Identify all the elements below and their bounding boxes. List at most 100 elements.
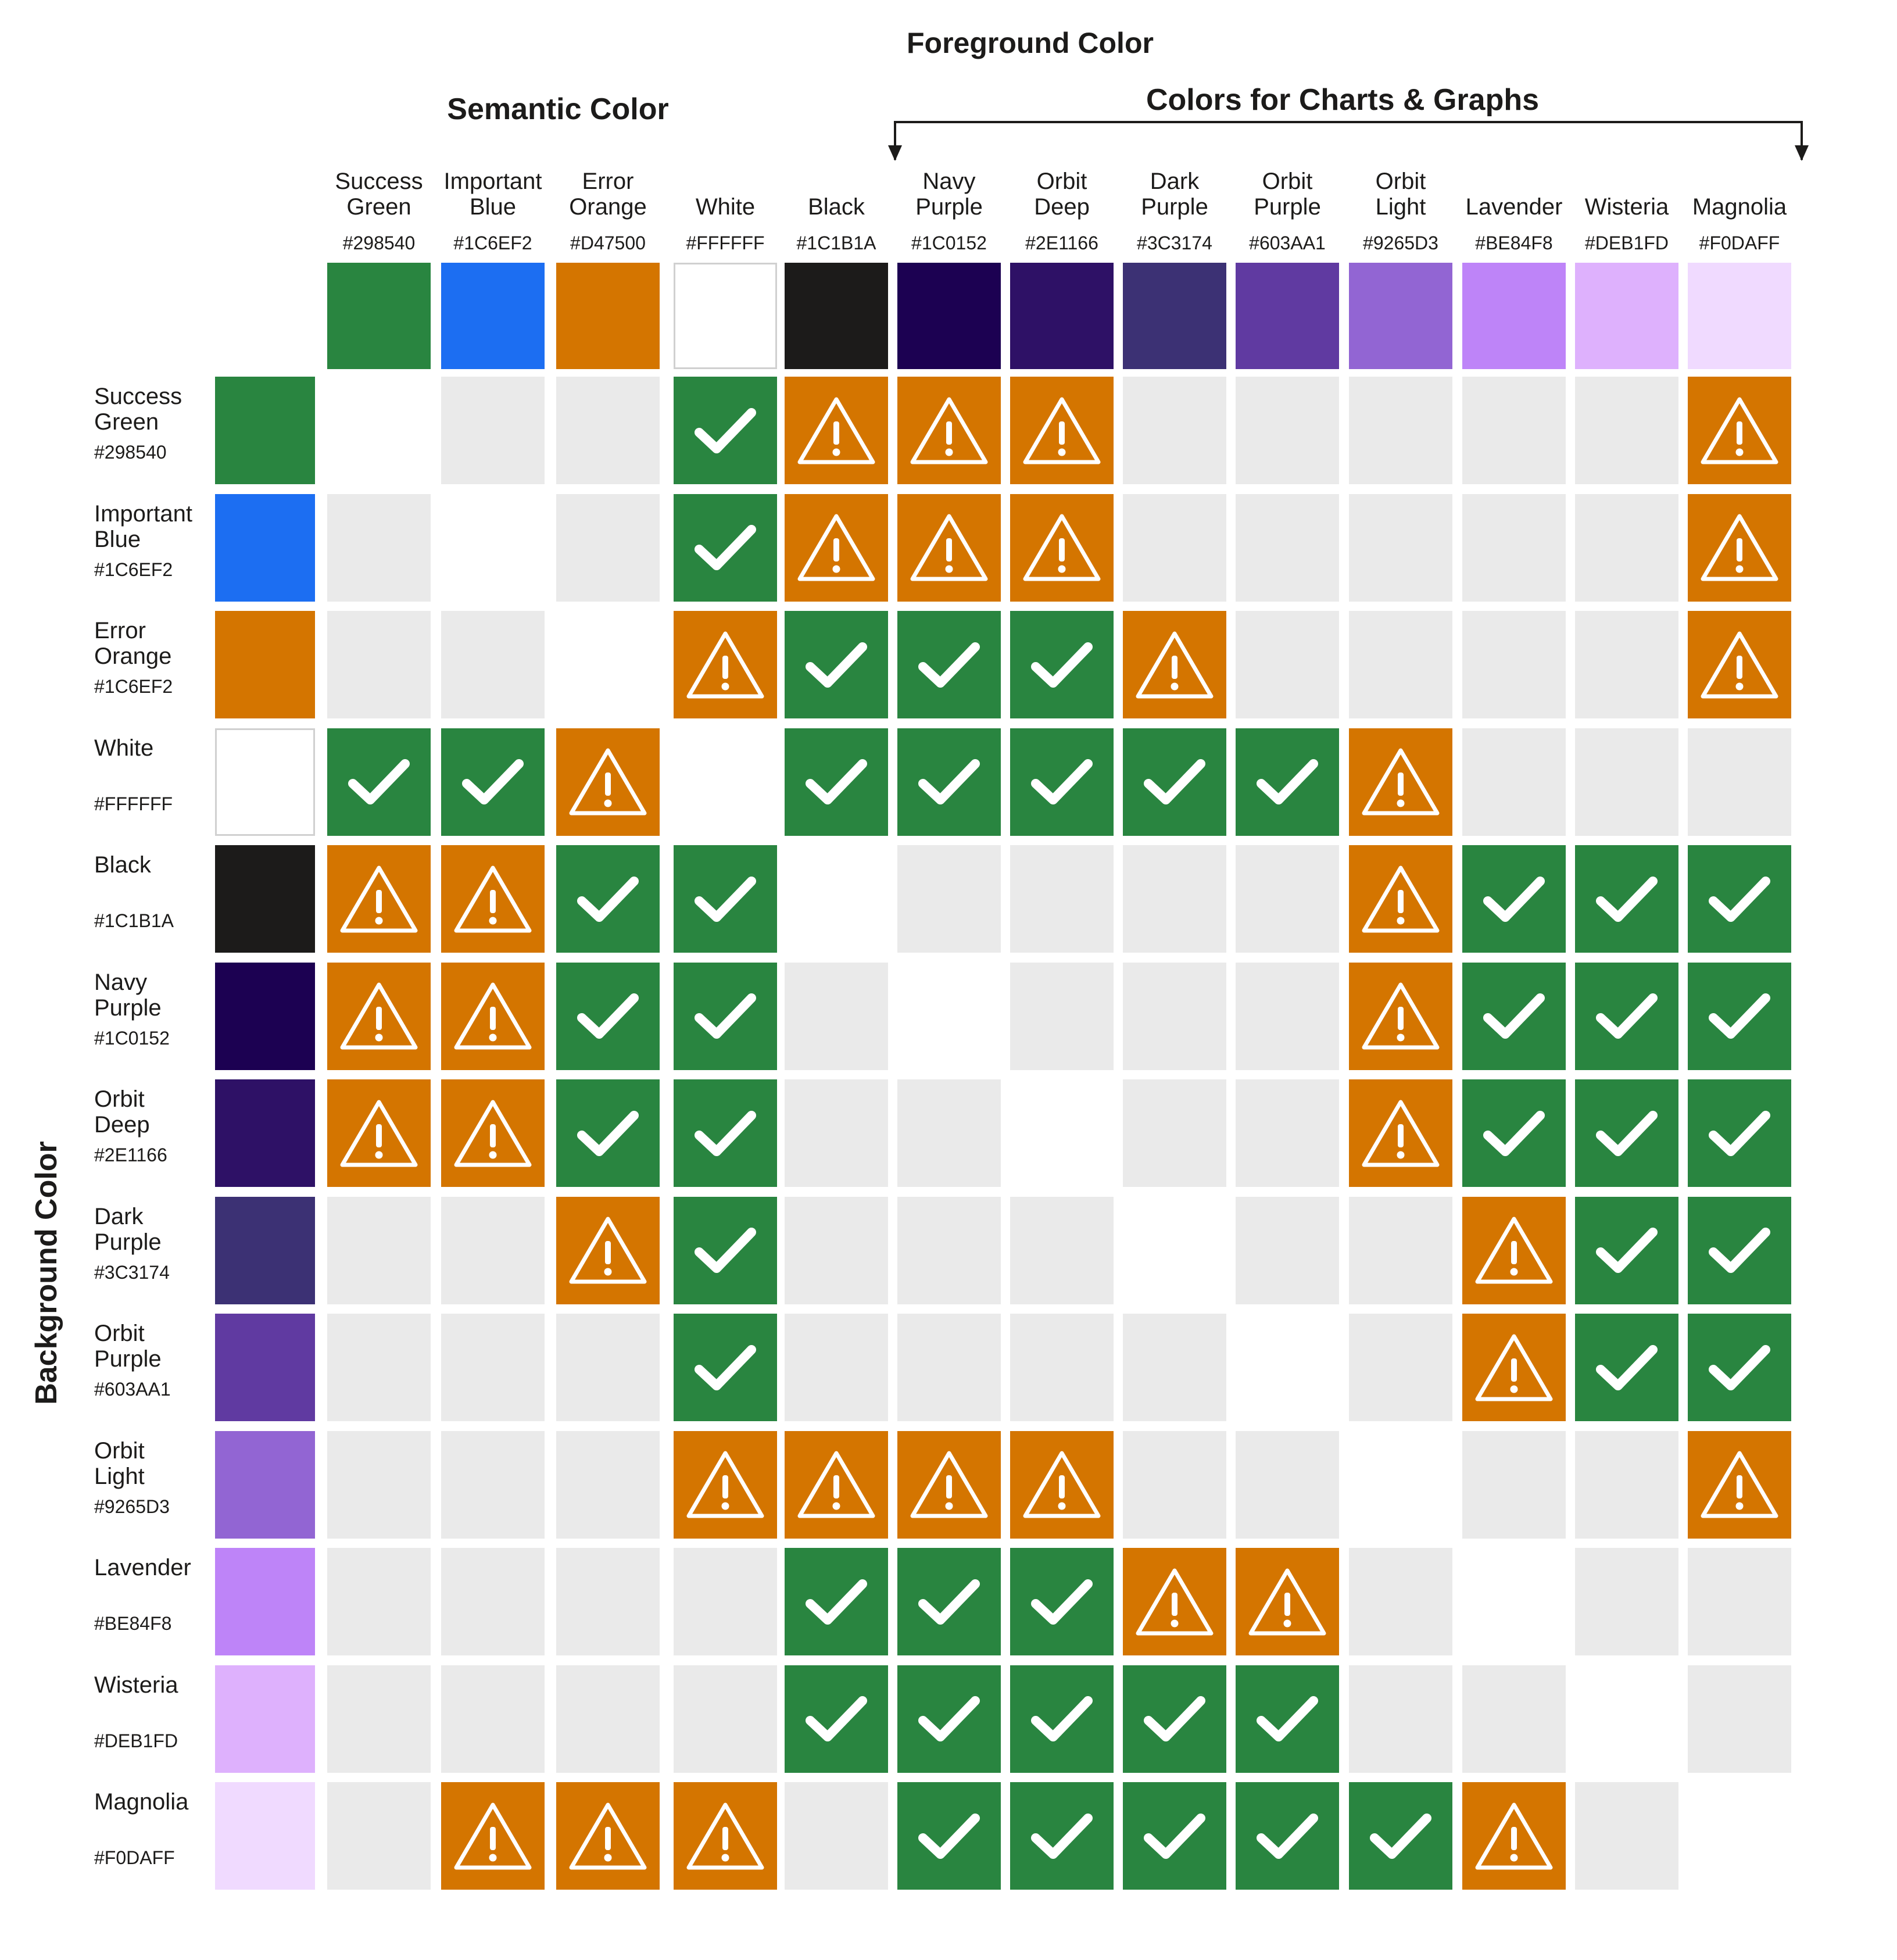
matrix-cell-self [441,494,545,602]
matrix-cell-na [897,845,1001,953]
charts-bracket [888,121,1809,161]
column-hex-error-orange: #D47500 [570,233,646,253]
column-swatch-dark-purple [1123,263,1226,369]
checkmark-icon [806,1696,867,1741]
checkmark-icon [1596,1344,1658,1390]
column-name-white: White [695,194,756,220]
matrix-cell-na [785,1196,888,1304]
checkmark-icon [1144,759,1205,804]
checkmark-icon [695,1110,756,1156]
matrix-cell-pass [1688,1314,1791,1421]
matrix-cell-pass [785,1548,888,1655]
column-swatch-black [785,263,888,369]
matrix-cell-na [556,1665,660,1773]
checkmark-icon [1370,1813,1431,1859]
warning-triangle-icon [910,514,988,581]
row-swatch-lavender [215,1548,315,1655]
checkmark-icon [1031,1579,1093,1625]
matrix-cell-warn [897,377,1001,484]
row-name-navy-purple: Navy Purple [94,969,162,1021]
matrix-cell-na [1462,728,1566,836]
matrix-cell-pass [1462,1079,1566,1187]
matrix-cell-na [327,1782,431,1890]
matrix-cell-pass [556,845,660,953]
warning-triangle-icon [1362,1100,1440,1167]
matrix-cell-na [1123,1314,1226,1421]
checkmark-icon [695,525,756,570]
warning-triangle-icon [454,865,532,932]
checkmark-icon [1031,642,1093,688]
warning-triangle-icon [1136,1568,1214,1635]
row-hex-success-green: #298540 [94,442,167,463]
checkmark-icon [1144,1813,1205,1859]
checkmark-icon [1144,1696,1205,1741]
matrix-cell-na [441,1548,545,1655]
row-swatch-error-orange [215,611,315,718]
matrix-cell-pass [674,1314,777,1421]
matrix-cell-warn [897,1430,1001,1539]
matrix-cell-warn [1462,1314,1566,1421]
warning-triangle-icon [1701,1451,1778,1518]
row-hex-important-blue: #1C6EF2 [94,559,173,580]
matrix-cell-pass [897,1548,1001,1655]
column-hex-magnolia: #F0DAFF [1699,233,1780,253]
matrix-cell-na [1575,377,1678,484]
matrix-cell-na [785,962,888,1070]
row-swatch-magnolia [215,1782,315,1890]
matrix-cell-pass [785,728,888,836]
matrix-cell-na [1123,1079,1226,1187]
matrix-cell-na [556,1548,660,1655]
matrix-cell-na [1688,1665,1791,1773]
column-name-lavender: Lavender [1465,194,1563,220]
row-hex-navy-purple: #1C0152 [94,1027,170,1049]
row-swatch-orbit-deep [215,1079,315,1187]
column-hex-orbit-deep: #2E1166 [1025,233,1098,253]
checkmark-icon [1596,1110,1658,1156]
matrix-cell-na [1010,845,1114,953]
matrix-cell-na [785,1314,888,1421]
matrix-cell-na [556,377,660,484]
checkmark-icon [695,876,756,922]
warning-triangle-icon [797,1451,875,1518]
row-name-black: Black [94,852,151,878]
column-hex-black: #1C1B1A [796,233,876,253]
checkmark-icon [1031,1813,1093,1859]
column-name-orbit-purple: Orbit Purple [1254,169,1321,220]
checkmark-icon [577,1110,639,1156]
warning-triangle-icon [1475,1802,1553,1869]
matrix-cell-warn [441,1782,545,1890]
checkmark-icon [1031,759,1093,804]
matrix-cell-pass [1010,728,1114,836]
matrix-cell-pass [1123,1782,1226,1890]
matrix-cell-warn [1688,377,1791,484]
matrix-cell-pass [897,728,1001,836]
matrix-cell-na [1123,962,1226,1070]
matrix-cell-na [897,1314,1001,1421]
matrix-cell-na [1123,493,1226,602]
matrix-cell-warn [785,1430,888,1539]
warning-triangle-icon [1701,631,1778,698]
matrix-cell-na [556,1430,660,1539]
row-name-orbit-light: Orbit Light [94,1437,145,1489]
warning-triangle-icon [569,1217,647,1284]
matrix-cell-pass [897,1782,1001,1890]
matrix-cell-pass [1236,728,1339,836]
matrix-cell-self [1123,1197,1226,1304]
matrix-cell-na [441,1665,545,1773]
row-swatch-white [215,728,315,836]
row-hex-lavender: #BE84F8 [94,1613,172,1634]
matrix-cell-na [674,1548,777,1655]
matrix-cell-na [1575,1782,1678,1890]
matrix-cell-na [327,1196,431,1304]
warning-triangle-icon [1475,1217,1553,1284]
checkmark-icon [1031,1696,1093,1741]
matrix-cell-na [1462,377,1566,484]
warning-triangle-icon [569,1802,647,1869]
checkmark-icon [806,1579,867,1625]
row-name-success-green: Success Green [94,384,182,435]
matrix-cell-pass [1575,1196,1678,1304]
checkmark-icon [918,1579,980,1625]
matrix-cell-warn [556,728,660,836]
matrix-cell-self [1236,1314,1339,1421]
matrix-cell-na [1010,962,1114,1070]
